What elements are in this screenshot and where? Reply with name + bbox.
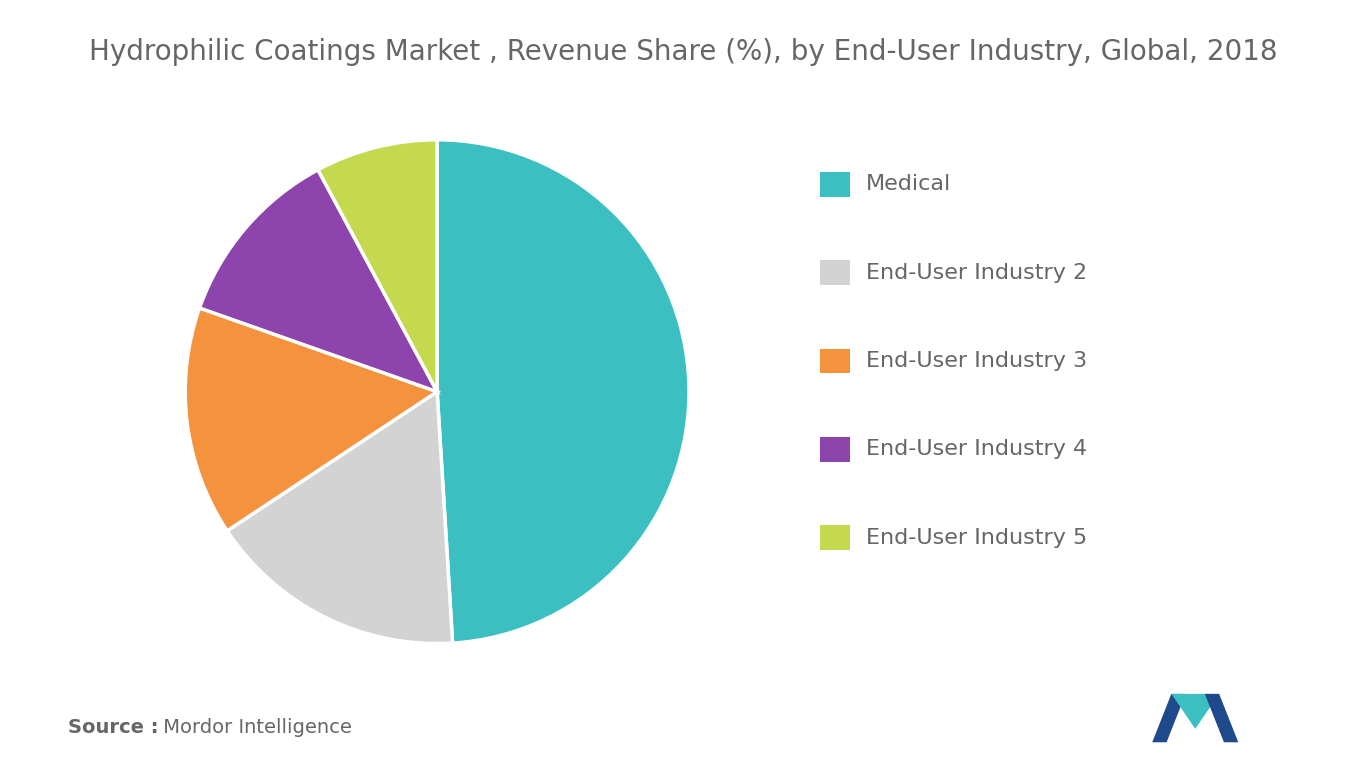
Text: End-User Industry 3: End-User Industry 3 [866,351,1087,371]
Text: End-User Industry 2: End-User Industry 2 [866,263,1087,283]
Text: End-User Industry 5: End-User Industry 5 [866,528,1087,548]
Text: End-User Industry 4: End-User Industry 4 [866,439,1087,459]
Polygon shape [1205,694,1238,742]
Text: Source :: Source : [68,718,158,737]
Wedge shape [318,140,437,392]
Wedge shape [437,140,688,643]
Wedge shape [227,392,452,644]
Wedge shape [199,170,437,392]
Text: Medical: Medical [866,174,951,194]
Polygon shape [1172,694,1218,729]
Text: Mordor Intelligence: Mordor Intelligence [157,718,352,737]
Polygon shape [1153,694,1186,742]
Text: Hydrophilic Coatings Market , Revenue Share (%), by End-User Industry, Global, 2: Hydrophilic Coatings Market , Revenue Sh… [89,38,1277,66]
Wedge shape [186,308,437,531]
